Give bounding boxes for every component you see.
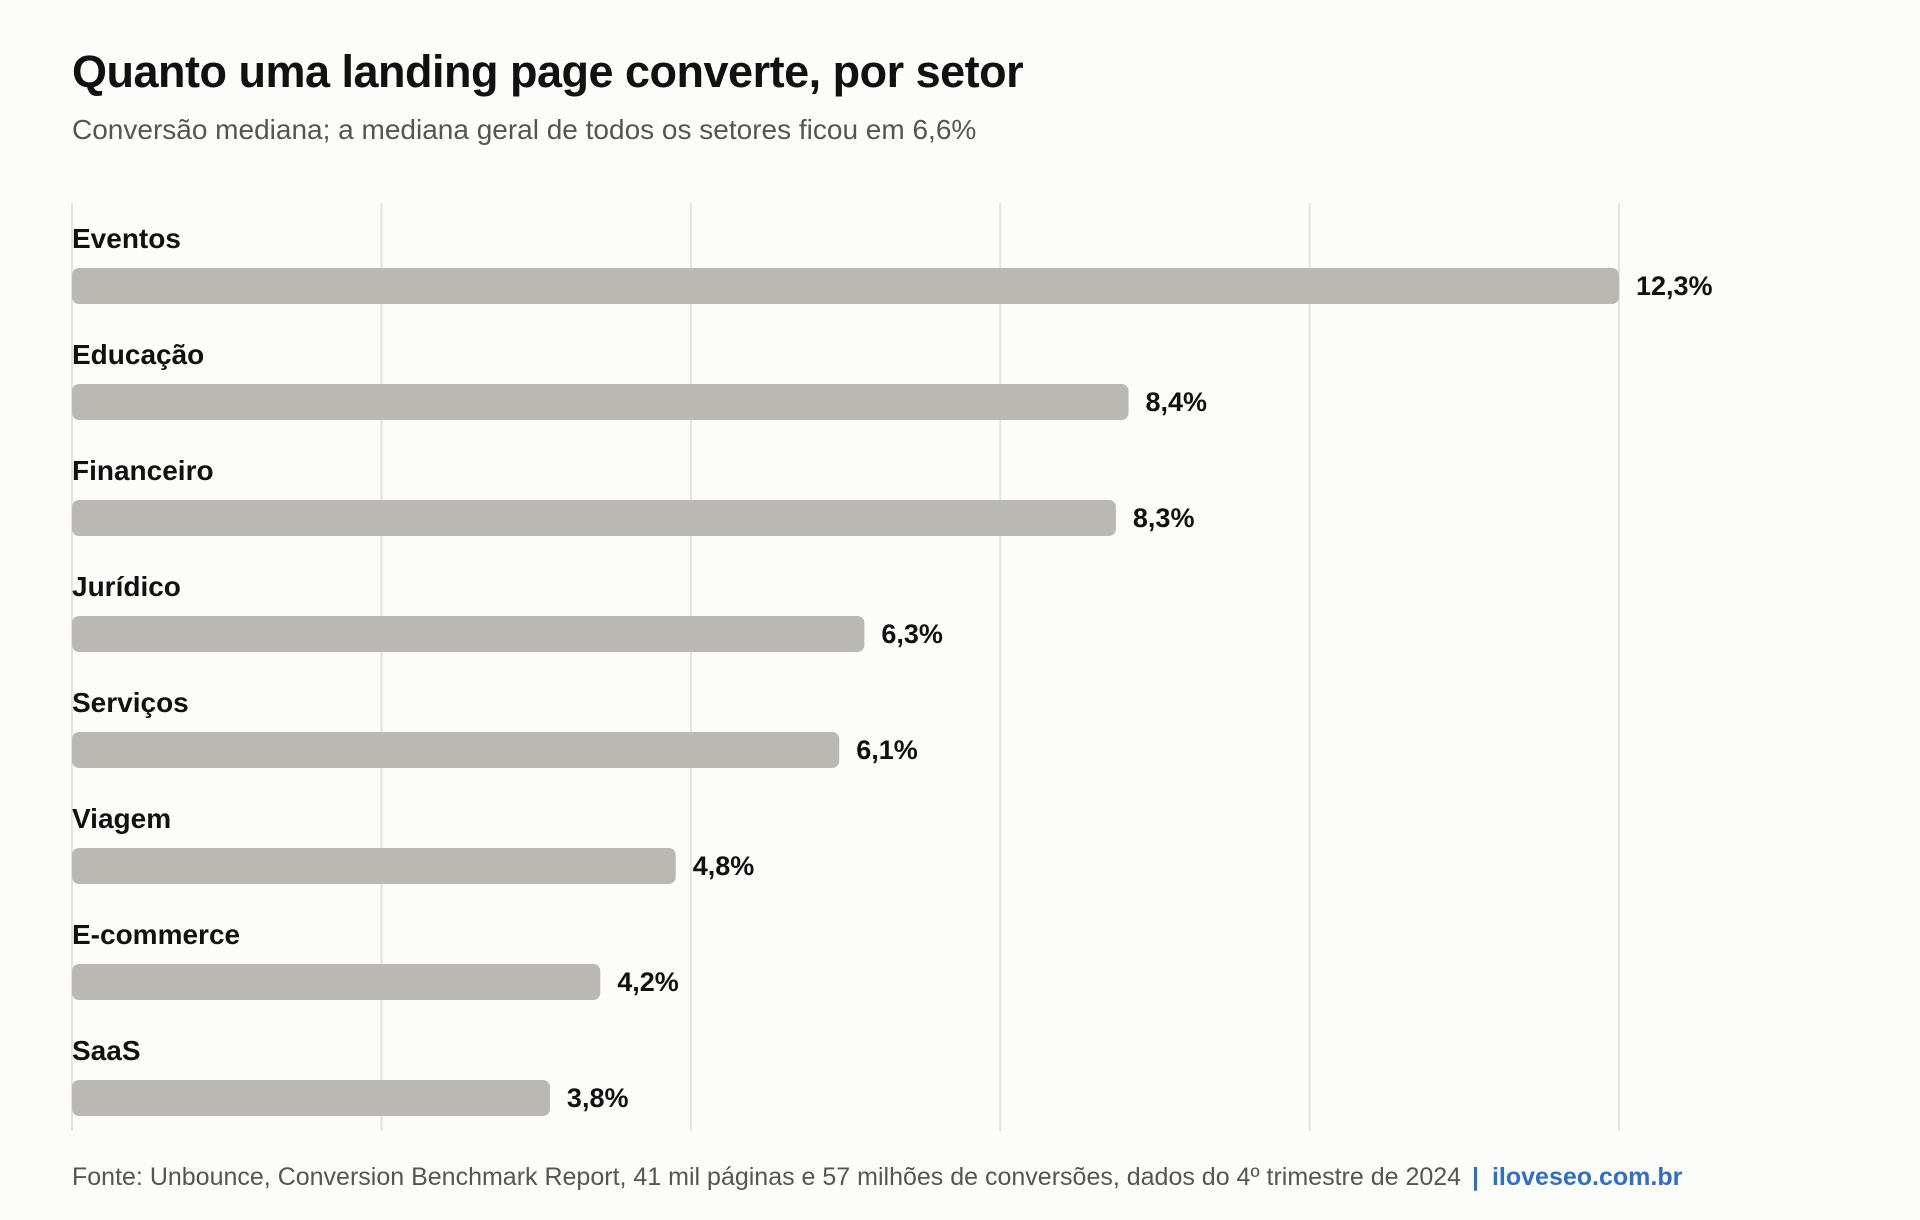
bar	[72, 732, 840, 768]
value-label: 4,8%	[693, 851, 755, 881]
gridlines	[71, 203, 1620, 1131]
category-label: Educação	[72, 339, 204, 370]
value-label: 8,3%	[1133, 503, 1195, 533]
category-label: Serviços	[72, 687, 189, 718]
chart-subtitle: Conversão mediana; a mediana geral de to…	[72, 114, 977, 145]
bar	[72, 848, 676, 884]
value-label: 6,3%	[881, 619, 943, 649]
value-label: 6,1%	[856, 735, 918, 765]
source-text: Fonte: Unbounce, Conversion Benchmark Re…	[72, 1163, 1462, 1191]
bar-rows: Eventos 12,3% Educação 8,4% Financeiro 8,3% Ju…	[72, 223, 1713, 1116]
source-separator: |	[1472, 1163, 1480, 1191]
category-label: Eventos	[72, 223, 181, 254]
category-label: SaaS	[72, 1035, 141, 1066]
bar	[72, 268, 1619, 304]
bar	[72, 1080, 550, 1116]
chart-title: Quanto uma landing page converte, por se…	[72, 46, 1024, 97]
brand-link[interactable]: iloveseo.com.br	[1491, 1163, 1683, 1191]
value-label: 8,4%	[1145, 387, 1207, 417]
bar	[72, 616, 865, 652]
bar	[72, 384, 1129, 420]
bar	[72, 500, 1116, 536]
value-label: 3,8%	[567, 1083, 629, 1113]
category-label: Financeiro	[72, 455, 214, 486]
value-label: 4,2%	[617, 967, 679, 997]
value-label: 12,3%	[1636, 271, 1713, 301]
source-note: Fonte: Unbounce, Conversion Benchmark Re…	[72, 1163, 1682, 1192]
category-label: Viagem	[72, 803, 171, 834]
category-label: E-commerce	[72, 919, 240, 950]
category-label: Jurídico	[72, 571, 181, 602]
bar	[72, 964, 601, 1000]
